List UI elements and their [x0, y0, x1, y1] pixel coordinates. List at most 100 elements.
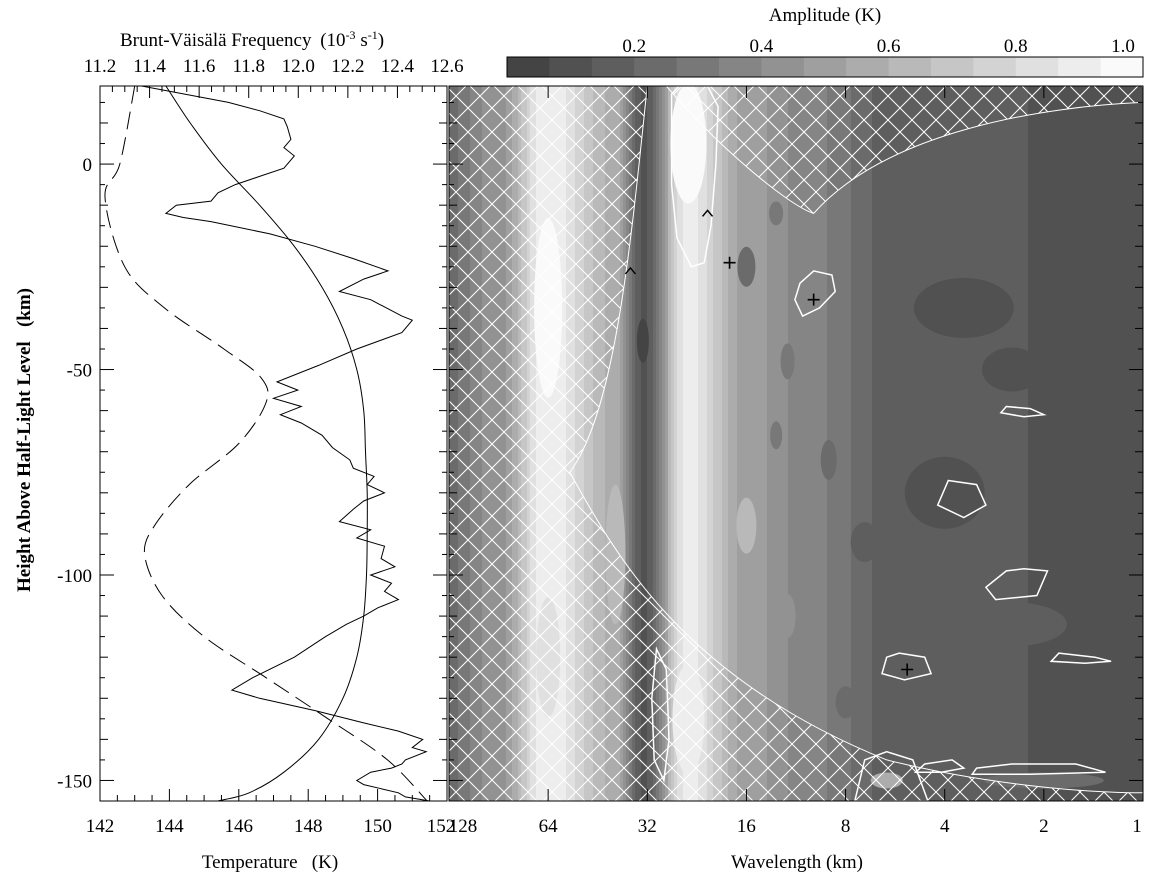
heatmap-cell [1088, 86, 1092, 801]
heatmap-cell [815, 86, 819, 801]
heatmap-cell [953, 86, 957, 801]
heatmap-cell [1049, 86, 1053, 801]
heatmap-cell [1091, 86, 1095, 801]
heatmap-cell [1079, 86, 1083, 801]
wavelet-markers [624, 209, 914, 676]
colorbar-tick-label: 1.0 [1111, 36, 1135, 57]
heatmap-cell [668, 86, 672, 801]
heatmap-cell [800, 86, 804, 801]
heatmap-island [769, 201, 784, 226]
profile-panel: Brunt-Väisälä Frequency (10-3 s-1) 11.2 1… [14, 28, 464, 873]
significance-contour [1049, 652, 1112, 665]
heatmap-cell [1067, 86, 1071, 801]
heatmap-cell [1112, 86, 1116, 801]
cone-of-influence-hatch [449, 86, 1143, 801]
heatmap-cell [1109, 86, 1113, 801]
heatmap-cell [848, 86, 852, 801]
heatmap-cell [1028, 86, 1032, 801]
heatmap-cell [605, 86, 609, 801]
heatmap-cell [890, 86, 894, 801]
heatmap-island [820, 439, 837, 480]
heatmap-cell [836, 86, 840, 801]
heatmap-cell [965, 86, 969, 801]
heatmap-cell [905, 86, 909, 801]
colorbar-bands [507, 57, 1144, 77]
heatmap-cell [1073, 86, 1077, 801]
heatmap-cell [875, 86, 879, 801]
heatmap-cell [635, 86, 639, 801]
heatmap-cell [857, 86, 861, 801]
temperature-profile-line [141, 86, 430, 801]
heatmap-cell [911, 86, 915, 801]
heatmap-cell [962, 86, 966, 801]
heatmap-cell [944, 86, 948, 801]
heatmap-cell [710, 86, 714, 801]
heatmap-cell [803, 86, 807, 801]
heatmap-cell [1010, 86, 1014, 801]
heatmap-cell [932, 86, 936, 801]
heatmap-cell [878, 86, 882, 801]
heatmap-cell [974, 86, 978, 801]
heatmap-cell [1127, 86, 1131, 801]
heatmap-island [736, 497, 757, 554]
heatmap-cell [929, 86, 933, 801]
heatmap-cell [1004, 86, 1008, 801]
heatmap-cell [701, 86, 705, 801]
heatmap-island [913, 277, 1014, 338]
heatmap-cell [971, 86, 975, 801]
significance-contour [670, 86, 719, 268]
heatmap-cell [794, 86, 798, 801]
bv-tick-label: 12.4 [381, 56, 415, 77]
heatmap-cell [935, 86, 939, 801]
heatmap-cell [992, 86, 996, 801]
heatmap-cell [740, 86, 744, 801]
heatmap-cell [1121, 86, 1125, 801]
heatmap-cell [1034, 86, 1038, 801]
wavelength-tick-label: 8 [841, 816, 851, 837]
colorbar-band [761, 57, 805, 77]
heatmap-cell [1100, 86, 1104, 801]
heatmap-cell [677, 86, 681, 801]
heatmap-cell [917, 86, 921, 801]
colorbar-band [507, 57, 550, 77]
heatmap-cell [611, 86, 615, 801]
heatmap-cell [926, 86, 930, 801]
heatmap-cell [956, 86, 960, 801]
heatmap-cell [722, 86, 726, 801]
heatmap-island [835, 686, 856, 719]
heatmap-cell [791, 86, 795, 801]
heatmap-cell [896, 86, 900, 801]
heatmap-cell [671, 86, 675, 801]
heatmap-cell [1076, 86, 1080, 801]
colorbar-band [931, 57, 974, 77]
significance-contour [984, 568, 1049, 601]
heatmap-cell [1055, 86, 1059, 801]
heatmap-cell [752, 86, 756, 801]
heatmap-island [779, 594, 796, 639]
heatmap-cell [764, 86, 768, 801]
height-tick-label: -150 [57, 771, 92, 792]
heatmap-cell [884, 86, 888, 801]
heatmap-cell [785, 86, 789, 801]
significance-contour [970, 763, 1106, 776]
heatmap-cell [689, 86, 693, 801]
heatmap-island [904, 456, 985, 529]
heatmap-cell [947, 86, 951, 801]
significance-contour [794, 270, 837, 318]
bv-tick-label: 12.0 [282, 56, 315, 77]
heatmap-cell [641, 86, 645, 801]
height-tick-label: 0 [83, 155, 93, 176]
heatmap-cell [1058, 86, 1062, 801]
heatmap-cell [881, 86, 885, 801]
temperature-tick-label: 152 [427, 816, 456, 837]
heatmap-cell [851, 86, 855, 801]
heatmap-cell [728, 86, 732, 801]
heatmap-cell [614, 86, 618, 801]
heatmap-cell [602, 86, 606, 801]
heatmap-cell [833, 86, 837, 801]
heatmap-island [780, 343, 795, 380]
wavelet-frame [448, 85, 1144, 802]
heatmap-cell [797, 86, 801, 801]
heatmap-cell [1037, 86, 1041, 801]
